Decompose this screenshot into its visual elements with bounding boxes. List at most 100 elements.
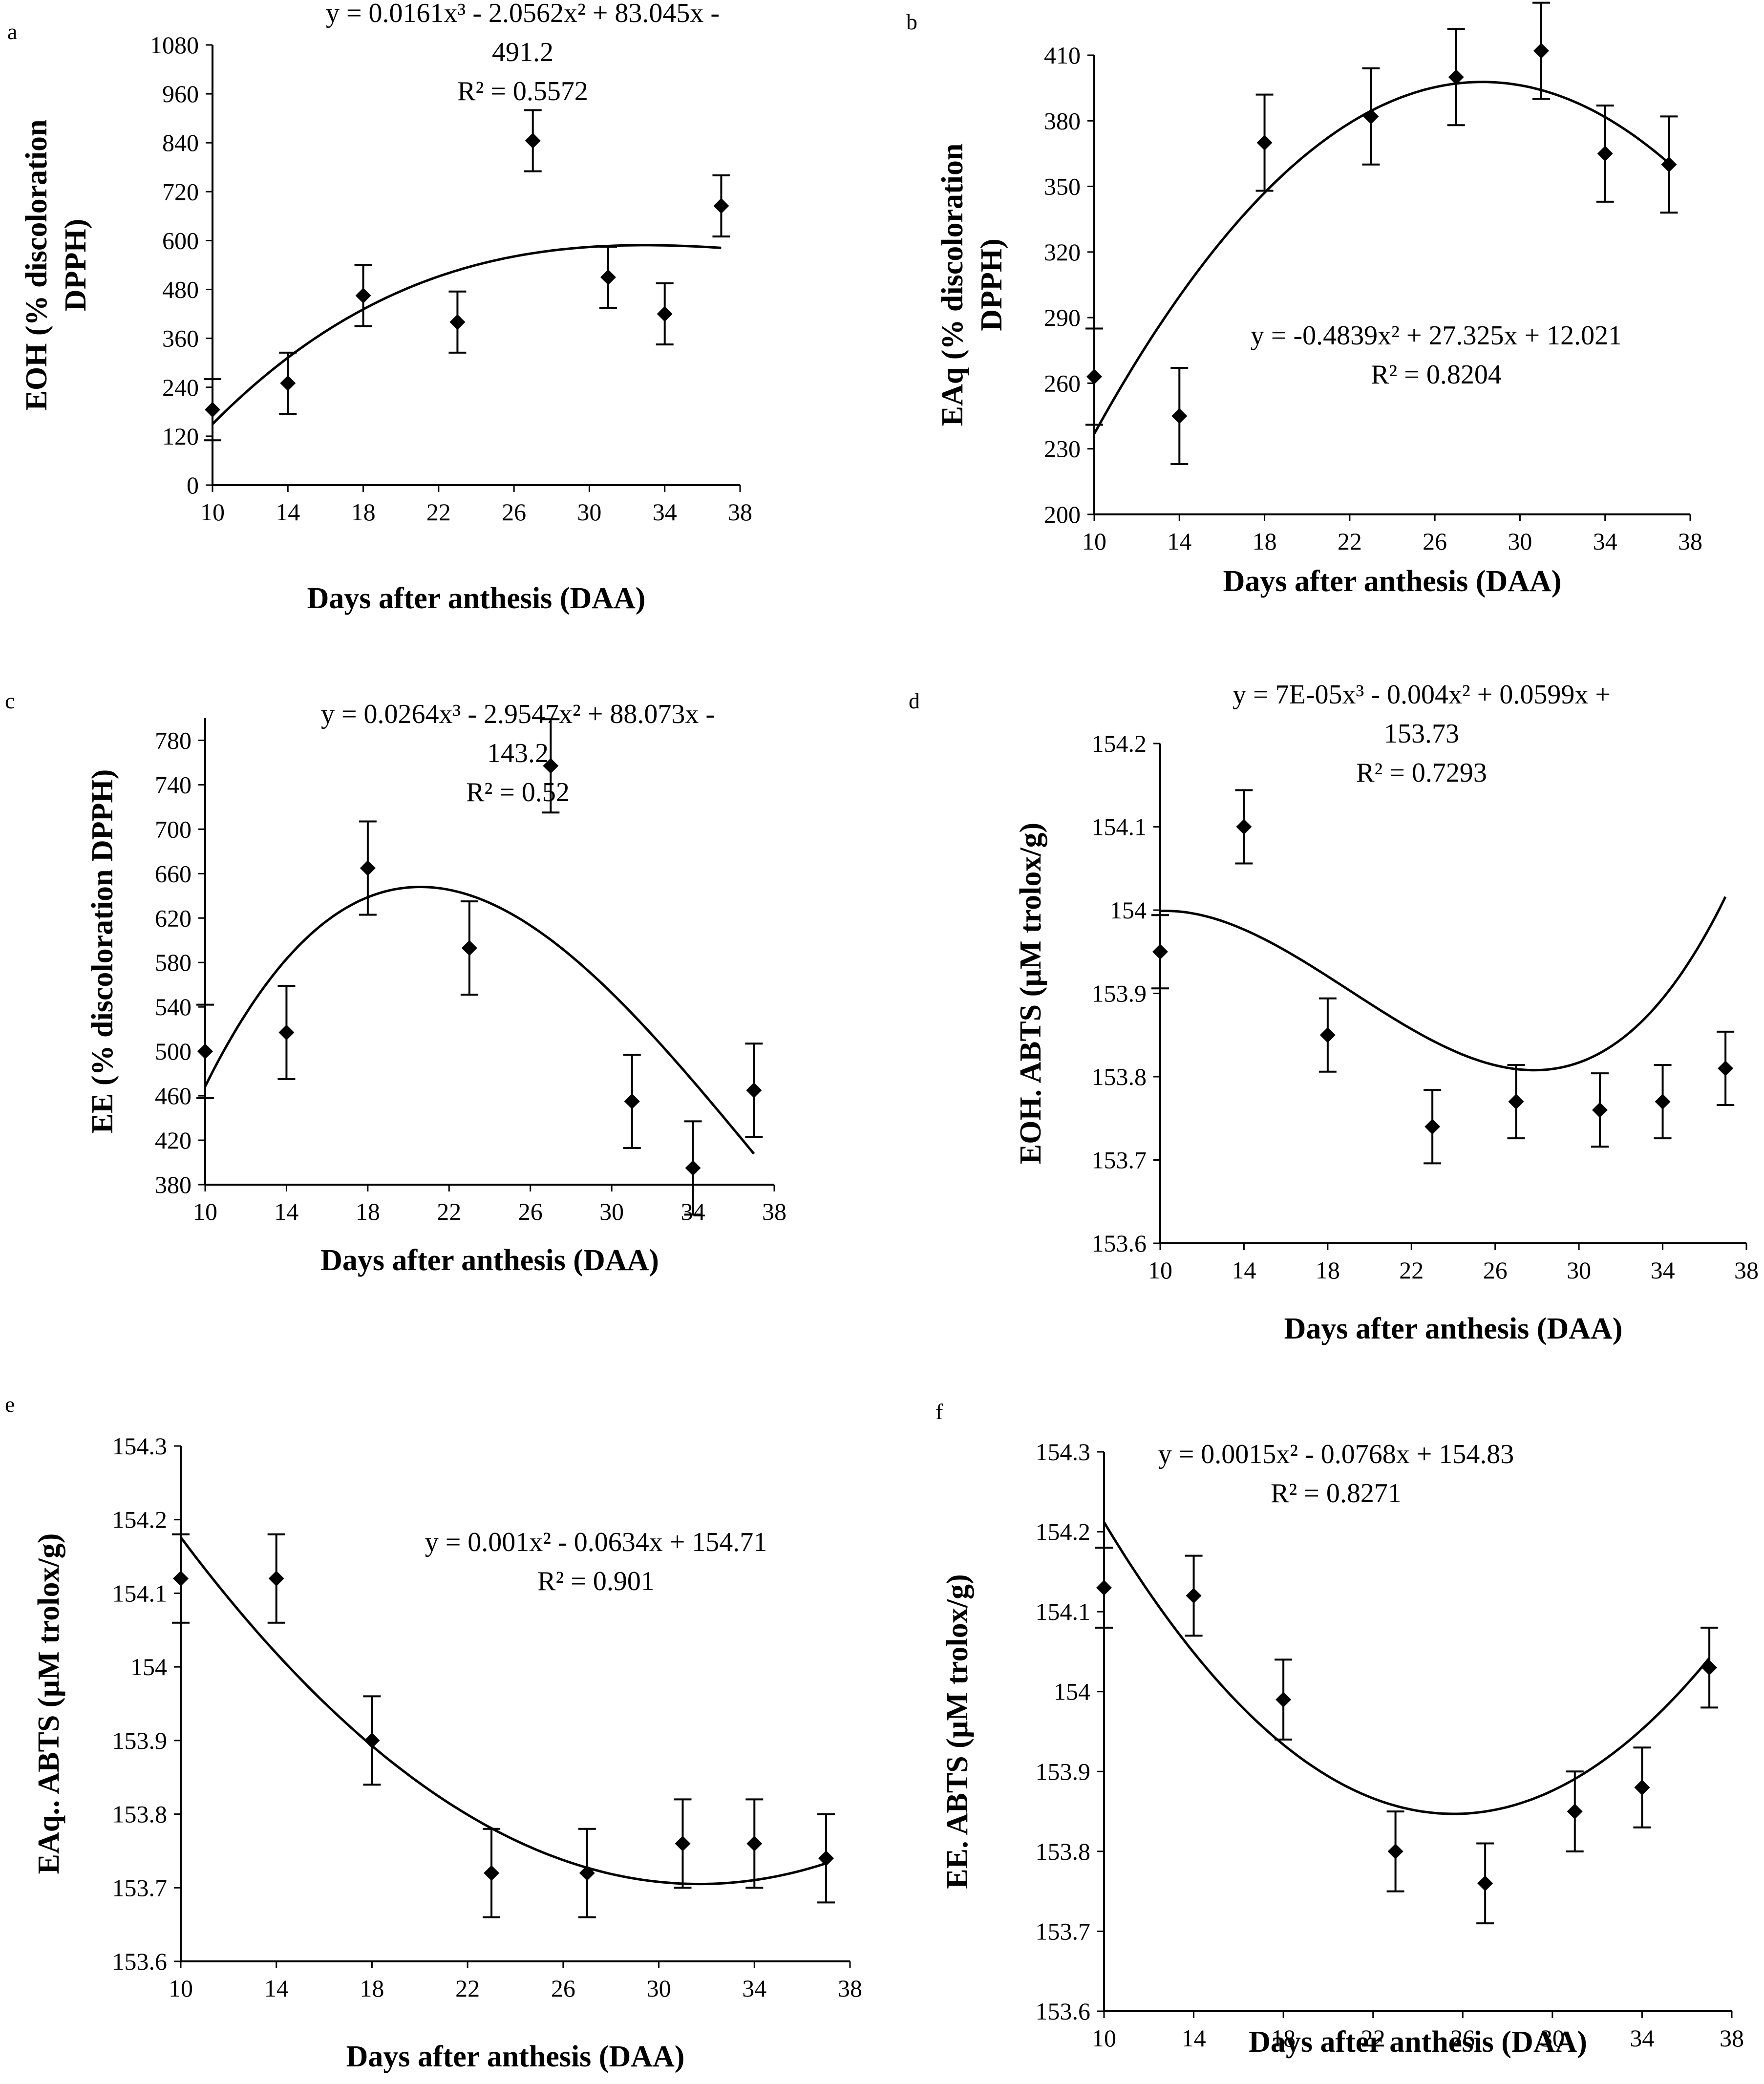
y-tick-label: 154.3 <box>1036 1438 1091 1466</box>
data-point <box>278 1024 295 1041</box>
data-point <box>624 1093 640 1109</box>
x-tick-label: 34 <box>742 1975 766 2002</box>
y-tick-label: 240 <box>162 374 199 401</box>
data-point <box>1701 1659 1718 1676</box>
y-axis-title: EOH (% discoloration DPPH) <box>20 120 92 411</box>
y-tick-label: 154.2 <box>1036 1518 1091 1546</box>
y-tick-label: 660 <box>155 860 191 887</box>
data-point <box>543 758 559 774</box>
data-point <box>1236 819 1252 835</box>
y-tick-label: 154 <box>1054 1678 1090 1705</box>
data-point <box>685 1160 701 1176</box>
y-tick-label: 350 <box>1044 173 1081 200</box>
data-point <box>1655 1094 1671 1110</box>
chart-panel-e: e 153.6 153.7 153.8 153.9 154 154.1 154.2 154.3 1… <box>5 1392 862 2073</box>
panel-letter: c <box>5 688 15 713</box>
x-tick-label: 22 <box>455 1975 480 2002</box>
y-tick-label: 740 <box>155 771 191 798</box>
y-tick-label: 420 <box>155 1127 191 1154</box>
chart-panel-d: d 153.6 153.7 153.8 153.9 154 154.1 154.2 10 14 18… <box>909 680 1759 1345</box>
y-tick-label: 700 <box>155 815 191 843</box>
x-tick-label: 34 <box>1593 528 1617 555</box>
trend-equation-line: R² = 0.901 <box>537 1566 655 1596</box>
trend-equation-line: R² = 0.5572 <box>457 76 588 106</box>
y-axis-title: EE (% discoloration DPPH) <box>86 769 119 1134</box>
data-point <box>1152 944 1168 960</box>
y-tick-label: 153.9 <box>112 1727 168 1754</box>
x-tick-label: 10 <box>169 1975 193 2002</box>
data-point <box>675 1835 691 1851</box>
y-tick-label: 320 <box>1044 238 1081 266</box>
x-axis-title: Days after anthesis (DAA) <box>1249 2025 1587 2059</box>
x-tick-label: 30 <box>577 498 601 526</box>
y-axis-title-line: EE (% discoloration DPPH) <box>86 769 119 1134</box>
panel-letter: d <box>909 688 920 713</box>
x-tick-label: 14 <box>1182 2024 1206 2052</box>
panel-letter: b <box>906 9 917 34</box>
data-point <box>1661 156 1677 172</box>
data-point <box>525 133 541 149</box>
y-tick-label: 153.8 <box>1092 1063 1147 1090</box>
y-tick-label: 154 <box>130 1653 167 1680</box>
data-point <box>1533 43 1549 59</box>
data-point <box>1387 1843 1403 1859</box>
y-tick-label: 600 <box>162 227 199 254</box>
y-tick-label: 120 <box>162 423 199 450</box>
y-axis-title-line: DPPH) <box>975 238 1008 331</box>
x-tick-label: 26 <box>1423 528 1447 555</box>
y-tick-label: 360 <box>162 325 199 352</box>
y-axis-title: EAq.. ABTS (µM trolox/g) <box>32 1533 65 1874</box>
trendline <box>1093 81 1670 435</box>
y-tick-label: 154.1 <box>112 1579 168 1607</box>
data-point <box>1086 369 1102 384</box>
data-point <box>746 1082 762 1098</box>
data-point <box>713 198 729 214</box>
data-point <box>1477 1875 1493 1892</box>
x-tick-label: 18 <box>351 498 376 526</box>
x-tick-label: 14 <box>274 1198 298 1225</box>
y-tick-label: 154.2 <box>112 1506 168 1533</box>
trendline <box>1160 896 1727 1072</box>
y-tick-label: 153.7 <box>112 1874 168 1901</box>
data-point <box>1096 1580 1112 1596</box>
y-tick-label: 153.6 <box>112 1948 168 1975</box>
trend-equation-line: 153.73 <box>1384 719 1459 749</box>
y-axis-title-line: EE. ABTS (µM trolox/g) <box>941 1574 974 1889</box>
data-point <box>1256 135 1273 151</box>
y-tick-label: 840 <box>162 129 199 156</box>
y-tick-label: 380 <box>1044 107 1081 134</box>
x-tick-label: 34 <box>1630 2024 1654 2052</box>
data-point <box>1363 108 1379 125</box>
x-tick-label: 18 <box>360 1975 384 2002</box>
data-point <box>1171 408 1188 424</box>
x-tick-label: 14 <box>1232 1256 1256 1284</box>
x-tick-label: 38 <box>728 498 752 526</box>
trend-equation-line: y = 0.001x² - 0.0634x + 154.71 <box>425 1527 767 1557</box>
data-point <box>657 306 673 322</box>
y-tick-label: 153.8 <box>1036 1838 1091 1865</box>
x-axis-title: Days after anthesis (DAA) <box>346 2040 685 2073</box>
x-tick-label: 30 <box>647 1975 671 2002</box>
x-tick-label: 10 <box>1148 1256 1172 1284</box>
trendline <box>180 1536 827 1886</box>
x-tick-label: 10 <box>1092 2024 1116 2052</box>
trendline <box>204 885 755 1155</box>
y-tick-label: 153.7 <box>1036 1917 1091 1945</box>
data-point <box>205 402 220 418</box>
data-point <box>1424 1119 1441 1135</box>
y-tick-label: 153.9 <box>1092 980 1147 1007</box>
trend-equation-line: 143.2 <box>487 738 549 768</box>
data-point <box>1592 1102 1608 1118</box>
data-point <box>818 1850 834 1866</box>
y-tick-label: 153.6 <box>1092 1230 1147 1257</box>
x-tick-label: 34 <box>1651 1256 1675 1284</box>
y-tick-label: 500 <box>155 1038 191 1065</box>
y-tick-label: 260 <box>1044 369 1081 397</box>
x-tick-label: 30 <box>1567 1256 1591 1284</box>
data-point <box>173 1571 189 1587</box>
x-tick-label: 38 <box>838 1975 862 2002</box>
x-tick-label: 26 <box>518 1198 543 1225</box>
chart-panel-c: c 380 420 460 500 540 580 620 660 700 740 780 10 14 18… <box>5 688 786 1277</box>
x-tick-label: 14 <box>276 498 300 526</box>
